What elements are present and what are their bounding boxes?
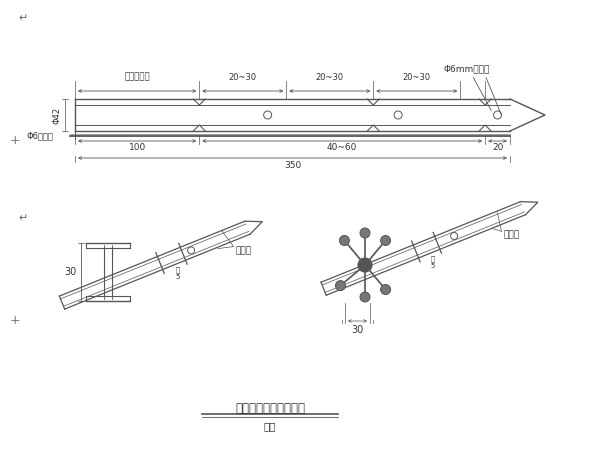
Circle shape [380, 235, 391, 246]
Text: 350: 350 [284, 161, 301, 170]
Circle shape [340, 235, 349, 246]
Text: 预留止浆段: 预留止浆段 [124, 72, 150, 81]
Text: 示意: 示意 [264, 421, 276, 431]
Text: 钢花管: 钢花管 [236, 246, 251, 255]
Text: Φ42: Φ42 [53, 107, 62, 124]
Text: 40~60: 40~60 [327, 144, 358, 153]
Text: 螺
5: 螺 5 [431, 255, 435, 269]
Text: 钢花管: 钢花管 [503, 231, 520, 240]
Text: +: + [10, 134, 20, 147]
Text: 30: 30 [64, 267, 76, 277]
Circle shape [360, 228, 370, 238]
Text: 30: 30 [352, 325, 364, 335]
Text: 100: 100 [128, 144, 146, 153]
Circle shape [358, 258, 372, 272]
Text: 20~30: 20~30 [316, 72, 344, 81]
Text: 小号管架设位置示意图: 小号管架设位置示意图 [235, 401, 305, 414]
Text: ↵: ↵ [18, 13, 28, 23]
Circle shape [335, 280, 346, 291]
Text: 20~30: 20~30 [229, 72, 257, 81]
Text: +: + [10, 314, 20, 327]
Circle shape [380, 284, 391, 294]
Text: 20~30: 20~30 [403, 72, 431, 81]
Text: Φ6mm注浆孔: Φ6mm注浆孔 [443, 64, 490, 73]
Text: Φ6加劲筋: Φ6加劲筋 [26, 131, 53, 140]
Text: ↵: ↵ [18, 213, 28, 223]
Circle shape [360, 292, 370, 302]
Text: 螺
5: 螺 5 [175, 266, 179, 280]
Text: 20: 20 [492, 144, 503, 153]
